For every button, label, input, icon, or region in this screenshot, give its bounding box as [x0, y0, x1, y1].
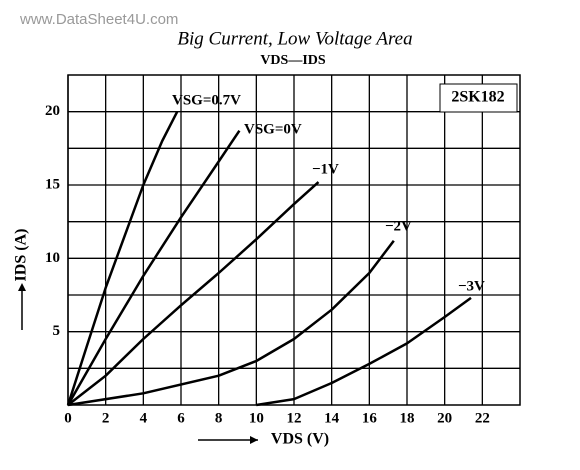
- series-label: VSG=0V: [244, 121, 302, 137]
- y-tick-label: 5: [53, 323, 61, 339]
- y-tick-label: 15: [45, 176, 60, 192]
- series-label: −1V: [312, 161, 339, 177]
- series-line: [66, 130, 241, 406]
- x-axis-label: VDS (V): [271, 431, 329, 448]
- x-tick-label: 2: [102, 410, 110, 426]
- x-tick-label: 16: [362, 410, 378, 426]
- x-tick-label: 20: [437, 410, 452, 426]
- x-tick-label: 22: [475, 410, 490, 426]
- y-axis-label: IDS (A): [13, 229, 30, 282]
- x-tick-label: 4: [140, 410, 148, 426]
- series-label: −2V: [385, 218, 412, 234]
- series-line: [256, 296, 472, 407]
- series-label: VSG=0.7V: [172, 92, 241, 108]
- x-arrow-head: [250, 436, 258, 444]
- x-tick-label: 10: [249, 410, 264, 426]
- y-arrow-head: [18, 283, 26, 291]
- series-label: −3V: [458, 278, 485, 294]
- x-tick-label: 8: [215, 410, 223, 426]
- annotation: 2SK182: [451, 89, 504, 106]
- y-tick-label: 20: [45, 103, 60, 119]
- series-line: [66, 111, 179, 406]
- y-tick-label: 10: [45, 250, 60, 266]
- x-tick-label: 12: [287, 410, 302, 426]
- chart-subtitle: VDS—IDS: [260, 53, 326, 68]
- x-tick-label: 0: [64, 410, 72, 426]
- annotation-box: [439, 83, 518, 113]
- x-tick-label: 18: [400, 410, 415, 426]
- chart-title: Big Current, Low Voltage Area: [177, 28, 412, 49]
- series-line: [67, 181, 320, 406]
- series-line: [67, 239, 395, 407]
- watermark: www.DataSheet4U.com: [19, 11, 178, 28]
- x-tick-label: 6: [177, 410, 185, 426]
- x-tick-label: 14: [324, 410, 340, 426]
